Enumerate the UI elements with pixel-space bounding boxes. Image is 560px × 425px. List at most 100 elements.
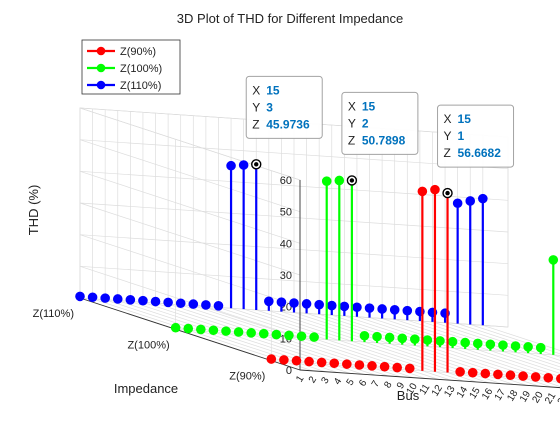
stem-marker[interactable]: [467, 367, 478, 378]
stem-marker[interactable]: [397, 333, 408, 344]
stem-marker[interactable]: [430, 184, 440, 195]
datatip-label: Z: [348, 133, 355, 147]
stem-marker[interactable]: [284, 330, 294, 341]
stem-marker[interactable]: [364, 303, 375, 313]
stem-marker[interactable]: [472, 338, 483, 349]
legend-entry[interactable]: Z(100%): [87, 63, 162, 75]
stem-marker[interactable]: [548, 255, 559, 265]
stem-marker[interactable]: [316, 357, 327, 368]
stem-marker[interactable]: [100, 293, 110, 303]
impedance-axis-label: Impedance: [114, 381, 178, 396]
stem-marker[interactable]: [266, 354, 277, 364]
stem-marker[interactable]: [309, 332, 319, 342]
stem-marker[interactable]: [510, 341, 521, 351]
stem-marker[interactable]: [498, 340, 508, 350]
bus-tick-label: 20: [530, 390, 545, 406]
stem-marker[interactable]: [329, 358, 340, 369]
stem-marker[interactable]: [291, 355, 302, 366]
stem-marker[interactable]: [342, 359, 352, 369]
stem-marker[interactable]: [279, 355, 289, 365]
stem-marker[interactable]: [354, 360, 365, 370]
stem-marker[interactable]: [188, 299, 199, 309]
stem-marker[interactable]: [246, 328, 256, 338]
stem-marker[interactable]: [201, 300, 211, 310]
stem-marker[interactable]: [543, 372, 554, 383]
stem-marker[interactable]: [417, 186, 428, 197]
datatip-value: 50.7898: [362, 133, 406, 147]
stem-marker[interactable]: [87, 292, 98, 303]
stem-marker[interactable]: [452, 198, 463, 209]
stem-marker[interactable]: [213, 300, 224, 311]
stem-marker[interactable]: [258, 328, 269, 339]
stem-marker[interactable]: [163, 297, 173, 308]
legend-entry[interactable]: Z(90%): [87, 46, 156, 58]
stem-marker[interactable]: [75, 291, 85, 302]
stem-marker[interactable]: [392, 362, 402, 373]
stem-marker[interactable]: [455, 367, 465, 377]
stem-marker[interactable]: [276, 297, 287, 307]
stem-marker[interactable]: [485, 339, 496, 350]
stem-marker[interactable]: [465, 196, 476, 206]
stem-marker[interactable]: [226, 160, 236, 171]
stem-marker[interactable]: [339, 301, 350, 312]
bus-tick-label: 7: [370, 379, 383, 390]
stem-marker[interactable]: [304, 356, 314, 367]
stem-marker[interactable]: [389, 305, 400, 315]
stem-marker[interactable]: [480, 368, 491, 379]
stem-marker[interactable]: [523, 342, 533, 352]
legend-label: Z(100%): [120, 63, 162, 75]
stem-marker[interactable]: [379, 361, 390, 372]
stem-marker[interactable]: [435, 336, 445, 346]
stem-marker[interactable]: [460, 337, 470, 348]
stem-marker[interactable]: [530, 372, 541, 382]
stem-marker[interactable]: [221, 326, 231, 336]
stem-marker[interactable]: [505, 370, 516, 381]
stem-marker[interactable]: [296, 331, 307, 342]
stem-marker[interactable]: [112, 294, 123, 304]
stem-marker[interactable]: [518, 371, 528, 381]
stem-marker[interactable]: [372, 331, 382, 342]
stem-marker[interactable]: [125, 295, 136, 305]
stem-marker[interactable]: [314, 299, 324, 310]
datatip-label: Y: [444, 129, 452, 143]
stem-marker[interactable]: [301, 299, 312, 309]
impedance-tick-label: Z(90%): [229, 371, 265, 383]
stem-marker[interactable]: [384, 332, 395, 343]
stem-marker[interactable]: [352, 302, 362, 313]
stem-marker[interactable]: [377, 304, 387, 314]
stem-marker[interactable]: [410, 334, 420, 344]
z-tick-label: 30: [280, 270, 292, 282]
datatip[interactable]: X 15 Y 1Z 56.6682: [437, 104, 515, 199]
stem-marker[interactable]: [238, 160, 249, 170]
stem-marker[interactable]: [535, 342, 546, 353]
stem-marker[interactable]: [493, 369, 503, 380]
stem-marker[interactable]: [422, 335, 433, 345]
stem-marker[interactable]: [150, 296, 161, 307]
stem-marker[interactable]: [196, 324, 206, 335]
stem-marker[interactable]: [478, 193, 488, 204]
stem-marker[interactable]: [404, 363, 415, 374]
stem-marker[interactable]: [289, 298, 299, 308]
stem-marker[interactable]: [326, 300, 337, 311]
stem-marker[interactable]: [175, 298, 186, 309]
datatip[interactable]: X 15 Y 3Z 45.9736: [245, 75, 323, 170]
datatip[interactable]: X 15 Y 2Z 50.7898: [341, 91, 419, 186]
bus-tick-label: 19: [518, 389, 533, 405]
stem-marker[interactable]: [138, 295, 148, 306]
stem-marker[interactable]: [264, 296, 274, 307]
legend-entry[interactable]: Z(110%): [87, 80, 161, 92]
stem-marker[interactable]: [367, 361, 377, 371]
stem-marker[interactable]: [359, 330, 370, 341]
stem-marker[interactable]: [271, 329, 282, 340]
stem-marker[interactable]: [334, 175, 345, 186]
stem-marker[interactable]: [556, 373, 560, 384]
stem-marker[interactable]: [402, 305, 413, 316]
stem-marker[interactable]: [208, 325, 219, 336]
stem-marker[interactable]: [170, 322, 181, 333]
stem-marker[interactable]: [321, 176, 332, 187]
stem-marker[interactable]: [447, 336, 458, 347]
stem-marker[interactable]: [233, 327, 244, 337]
datatip-label: Y: [252, 100, 260, 114]
stem-marker[interactable]: [183, 323, 194, 334]
